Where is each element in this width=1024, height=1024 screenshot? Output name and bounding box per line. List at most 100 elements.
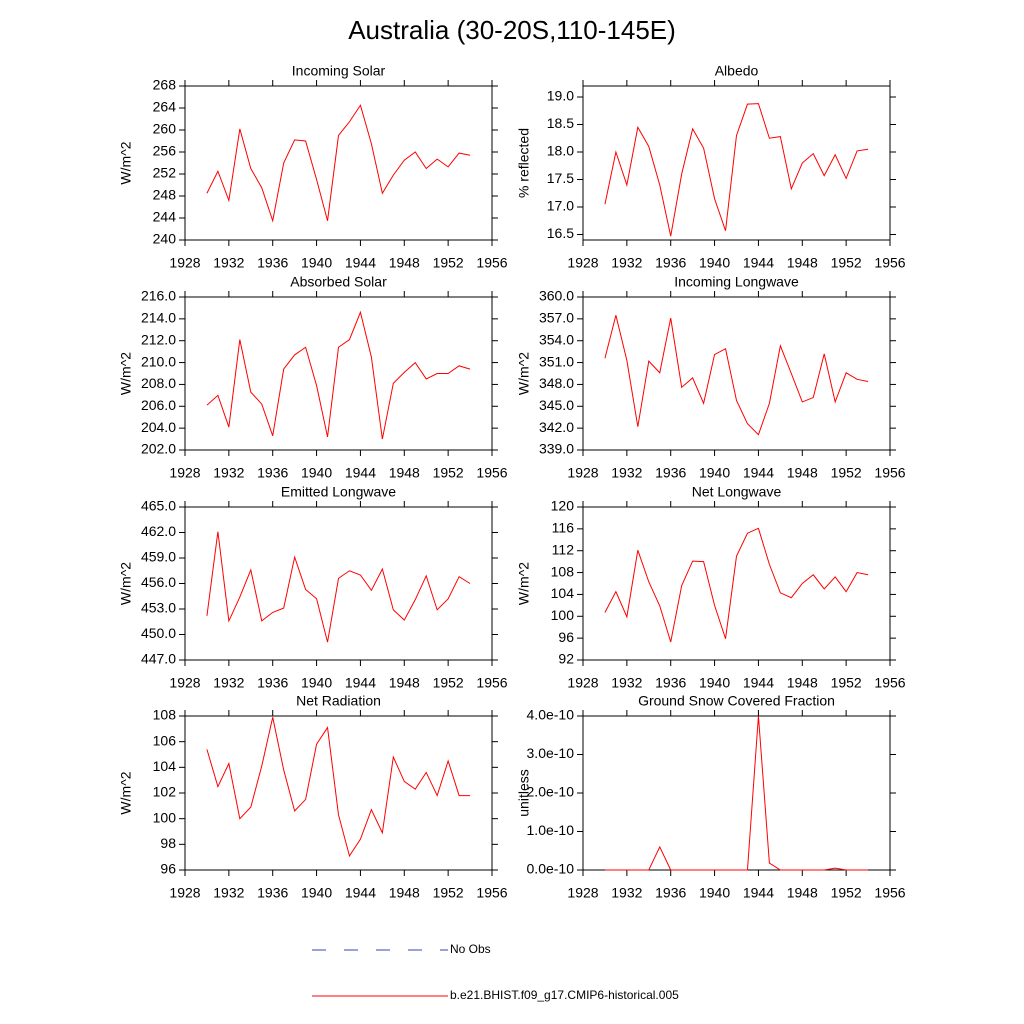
x-tick-label: 1936 [655,675,686,691]
panel-title: Incoming Solar [292,63,386,79]
y-tick-label: 18.0 [547,143,574,159]
plot-frame [582,715,891,871]
y-tick-label: 202.0 [141,441,176,457]
x-tick-label: 1928 [567,255,598,271]
y-tick-label: 2.0e-10 [527,784,575,800]
x-tick-label: 1956 [874,465,905,481]
panel-title: Absorbed Solar [290,274,387,290]
x-tick-label: 1932 [213,465,244,481]
x-tick-label: 1948 [787,255,818,271]
y-axis-label: W/m^2 [118,141,134,184]
y-tick-label: 214.0 [141,310,176,326]
y-tick-label: 104 [153,758,177,774]
y-axis-label: W/m^2 [516,352,532,395]
y-tick-label: 345.0 [539,397,574,413]
y-tick-label: 102 [153,784,177,800]
x-tick-label: 1928 [567,465,598,481]
x-tick-label: 1932 [213,255,244,271]
y-tick-label: 106 [153,732,177,748]
x-tick-label: 1940 [699,675,730,691]
x-tick-label: 1952 [831,885,862,901]
x-tick-label: 1948 [389,255,420,271]
x-tick-label: 1944 [345,885,376,901]
y-tick-label: 108 [551,563,575,579]
y-tick-label: 216.0 [141,288,176,304]
x-tick-label: 1956 [874,675,905,691]
y-tick-label: 268 [153,77,177,93]
x-tick-label: 1952 [831,675,862,691]
y-tick-label: 100 [551,607,575,623]
y-tick-label: 339.0 [539,441,574,457]
x-tick-label: 1936 [257,675,288,691]
y-axis-label: W/m^2 [118,562,134,605]
legend-label: b.e21.BHIST.f09_g17.CMIP6-historical.005 [450,988,679,1002]
y-tick-label: 456.0 [141,574,176,590]
y-tick-label: 248 [153,187,177,203]
x-tick-label: 1932 [611,255,642,271]
x-tick-label: 1948 [787,675,818,691]
y-tick-label: 462.0 [141,523,176,539]
y-tick-label: 108 [153,707,177,723]
y-tick-label: 342.0 [539,419,574,435]
y-tick-label: 96 [558,629,574,645]
y-tick-label: 1.0e-10 [527,822,575,838]
x-tick-label: 1936 [655,885,686,901]
x-tick-label: 1952 [433,465,464,481]
panel-title: Albedo [715,63,759,79]
plot-frame [184,296,493,451]
y-axis-label: % reflected [516,128,532,198]
y-tick-label: 459.0 [141,549,176,565]
x-tick-label: 1928 [169,675,200,691]
x-tick-label: 1932 [611,675,642,691]
x-tick-label: 1940 [301,675,332,691]
y-tick-label: 0.0e-10 [527,861,575,877]
x-tick-label: 1928 [169,465,200,481]
x-tick-label: 1944 [743,255,774,271]
x-tick-label: 1936 [655,465,686,481]
y-tick-label: 19.0 [547,88,574,104]
x-tick-label: 1940 [301,465,332,481]
x-tick-label: 1944 [345,465,376,481]
y-tick-label: 357.0 [539,310,574,326]
x-tick-label: 1936 [257,255,288,271]
x-tick-label: 1932 [213,885,244,901]
x-tick-label: 1956 [476,465,507,481]
data-line [206,531,471,643]
y-tick-label: 447.0 [141,651,176,667]
x-tick-label: 1936 [655,255,686,271]
panel-title: Emitted Longwave [281,484,396,500]
x-tick-label: 1944 [743,465,774,481]
y-tick-label: 360.0 [539,288,574,304]
data-line [604,103,869,237]
x-tick-label: 1952 [433,255,464,271]
plot-frame [582,506,891,661]
y-tick-label: 18.5 [547,115,574,131]
y-tick-label: 100 [153,809,177,825]
y-tick-label: 120 [551,498,575,514]
data-line [206,717,471,858]
x-tick-label: 1956 [476,255,507,271]
x-tick-label: 1948 [389,465,420,481]
x-tick-label: 1952 [433,675,464,691]
data-line [206,310,471,440]
figure-title: Australia (30-20S,110-145E) [348,15,676,45]
y-tick-label: 212.0 [141,331,176,347]
y-tick-label: 16.5 [547,225,574,241]
x-tick-label: 1948 [389,885,420,901]
y-tick-label: 264 [153,99,177,115]
y-axis-label: unitless [516,769,532,816]
x-tick-label: 1956 [874,255,905,271]
y-tick-label: 116 [552,520,575,536]
y-tick-label: 256 [153,143,177,159]
y-tick-label: 252 [153,165,177,181]
x-tick-label: 1944 [743,885,774,901]
panel-title: Net Longwave [692,484,782,500]
y-tick-label: 260 [153,121,177,137]
y-tick-label: 104 [551,585,575,601]
y-tick-label: 17.0 [547,198,574,214]
x-tick-label: 1928 [169,885,200,901]
x-tick-label: 1940 [699,255,730,271]
y-axis-label: W/m^2 [516,562,532,605]
y-tick-label: 206.0 [141,397,176,413]
x-tick-label: 1944 [743,675,774,691]
